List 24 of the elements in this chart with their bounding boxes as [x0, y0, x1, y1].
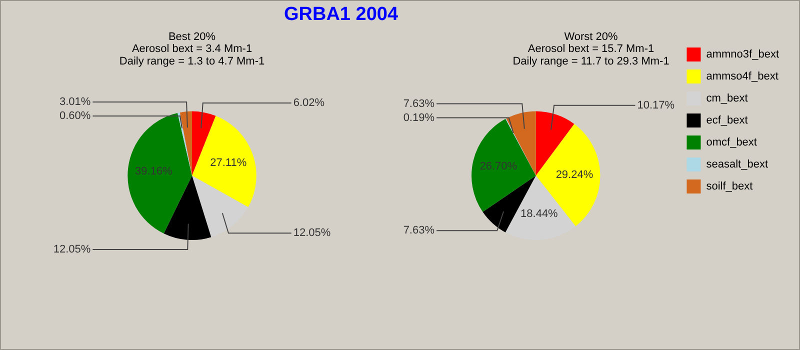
- data-label: 27.11%: [210, 156, 247, 169]
- data-label: 26.70%: [480, 160, 518, 172]
- data-label: 12.05%: [53, 243, 91, 256]
- chart-subtitle: Worst 20% Aerosol bext = 15.7 Mm-1 Daily range = 11.7 to 29.3 Mm-1: [512, 31, 670, 68]
- data-label: 0.60%: [59, 110, 91, 122]
- legend-label: ecf_bext: [706, 114, 748, 127]
- data-label: 29.24%: [556, 169, 594, 182]
- data-label: 3.01%: [59, 96, 91, 108]
- data-label: 7.63%: [403, 224, 435, 237]
- data-label: 10.17%: [637, 99, 675, 112]
- legend-label: omcf_bext: [706, 136, 757, 149]
- data-label: 6.02%: [293, 97, 325, 109]
- chart-title: GRBA1 2004: [282, 4, 400, 26]
- legend-label: seasalt_bext: [706, 158, 768, 171]
- legend-label: cm_bext: [706, 92, 748, 105]
- data-label: 18.44%: [520, 208, 558, 220]
- legend-label: ammso4f_bext: [706, 70, 778, 83]
- legend-label: ammno3f_bext: [706, 48, 780, 61]
- data-label: 12.05%: [293, 227, 331, 240]
- data-label: 39.16%: [134, 165, 173, 178]
- data-label: 0.19%: [403, 112, 435, 124]
- chart-subtitle: Best 20% Aerosol bext = 3.4 Mm-1 Daily range = 1.3 to 4.7 Mm-1: [119, 31, 265, 68]
- legend-label: soilf_bext: [706, 180, 753, 193]
- data-label: 7.63%: [403, 98, 435, 110]
